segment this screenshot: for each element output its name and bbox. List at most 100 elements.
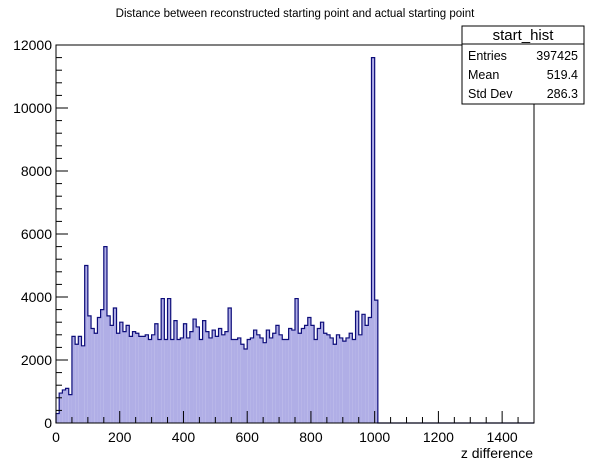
- histogram-bin: [65, 388, 69, 423]
- x-tick-label: 200: [108, 429, 132, 445]
- histogram-bin: [320, 322, 324, 423]
- histogram-bin: [199, 339, 203, 423]
- histogram-bin: [208, 337, 213, 423]
- histogram-bin: [218, 328, 222, 423]
- x-tick-label: 1000: [359, 429, 390, 445]
- histogram-bin: [173, 320, 178, 423]
- histogram-bin: [269, 337, 273, 423]
- histogram-bin: [237, 337, 241, 423]
- histogram-bin: [345, 337, 350, 423]
- y-tick-label: 0: [44, 415, 52, 431]
- histogram-bin: [221, 334, 225, 423]
- histogram-bin: [231, 339, 235, 423]
- stats-entries-value: 397425: [536, 49, 578, 63]
- stats-stddev-value: 286.3: [547, 87, 578, 101]
- histogram-bin: [196, 326, 200, 423]
- histogram-bin: [244, 348, 248, 423]
- histogram-bin: [272, 333, 276, 423]
- stats-mean-label: Mean: [468, 68, 499, 82]
- histogram-bin: [295, 298, 299, 423]
- histogram-bin: [193, 319, 197, 423]
- histogram-bin: [349, 333, 353, 423]
- histogram-bin: [75, 344, 79, 423]
- histogram-bin: [94, 333, 98, 423]
- histogram-bin: [148, 339, 152, 423]
- histogram-bin: [279, 334, 283, 423]
- histogram-bin: [164, 339, 168, 423]
- x-tick-label: 600: [236, 429, 260, 445]
- histogram-bin: [56, 413, 60, 423]
- y-tick-label: 8000: [21, 163, 52, 179]
- histogram-bin: [361, 314, 366, 423]
- histogram-bin: [215, 336, 219, 423]
- histogram-bin: [106, 315, 111, 423]
- chart-title: Distance between reconstructed starting …: [116, 8, 475, 20]
- histogram-bin: [253, 330, 257, 423]
- stats-mean-value: 519.4: [547, 68, 578, 82]
- histogram-bin: [81, 345, 85, 423]
- histogram-bin: [355, 311, 359, 423]
- histogram-bin: [275, 325, 280, 423]
- histogram-bin: [358, 334, 362, 423]
- histogram-bin: [167, 298, 171, 423]
- histogram-bin: [100, 309, 104, 423]
- histogram-bin: [368, 317, 372, 423]
- stats-box-title: start_hist: [493, 27, 555, 44]
- histogram-bin: [336, 334, 340, 423]
- histogram-bin: [304, 325, 308, 423]
- histogram-bin: [62, 389, 66, 423]
- histogram-bin: [177, 339, 181, 423]
- histogram-bin: [154, 323, 158, 423]
- histogram-bin: [142, 336, 146, 423]
- stats-box: start_hist Entries 397425 Mean 519.4 Std…: [461, 25, 585, 105]
- x-axis: 0 200 400 600 800 1000 1200 1400: [52, 411, 535, 445]
- x-tick-label: 800: [299, 429, 323, 445]
- histogram-bin: [240, 344, 245, 423]
- histogram-bin: [87, 315, 92, 423]
- histogram-bin: [234, 339, 238, 423]
- histogram-bin: [314, 339, 318, 423]
- histogram-bin: [119, 322, 123, 423]
- histogram-bin: [212, 330, 216, 423]
- histogram-bin: [78, 336, 82, 423]
- stats-stddev-label: Std Dev: [468, 87, 513, 101]
- histogram-bin: [145, 334, 149, 423]
- histogram-bins: [56, 57, 378, 423]
- histogram-bin: [68, 394, 72, 423]
- histogram-bin: [151, 334, 155, 423]
- histogram-bin: [371, 57, 375, 423]
- histogram-bin: [161, 298, 165, 423]
- histogram-bin: [110, 325, 114, 423]
- histogram-bin: [263, 342, 267, 423]
- histogram-bin: [228, 308, 232, 423]
- histogram-bin: [132, 331, 136, 423]
- histogram-bin: [186, 337, 190, 423]
- histogram-bin: [126, 325, 130, 423]
- stats-entries-label: Entries: [468, 49, 507, 63]
- plot-area: [55, 57, 534, 424]
- histogram-bin: [333, 344, 337, 423]
- histogram-bin: [374, 300, 378, 423]
- histogram-bin: [205, 331, 209, 423]
- histogram-bin: [97, 317, 101, 423]
- histogram-bin: [352, 339, 356, 423]
- histogram-bin: [59, 393, 63, 423]
- y-tick-label: 6000: [21, 226, 52, 242]
- histogram-bin: [135, 333, 139, 423]
- histogram-bin: [129, 336, 133, 423]
- histogram-bin: [256, 334, 260, 423]
- y-tick-label: 10000: [13, 100, 52, 116]
- histogram-bin: [339, 337, 343, 423]
- histogram-bin: [285, 339, 289, 423]
- histogram-bin: [116, 333, 120, 423]
- histogram-bin: [301, 328, 305, 423]
- x-tick-label: 1400: [487, 429, 518, 445]
- histogram-bin: [91, 328, 95, 423]
- x-axis-title: z difference: [461, 445, 533, 461]
- histogram-bin: [138, 336, 143, 423]
- histogram-bin: [282, 339, 286, 423]
- x-tick-label: 400: [172, 429, 196, 445]
- histogram-bin: [157, 339, 162, 423]
- histogram-bin: [259, 337, 264, 423]
